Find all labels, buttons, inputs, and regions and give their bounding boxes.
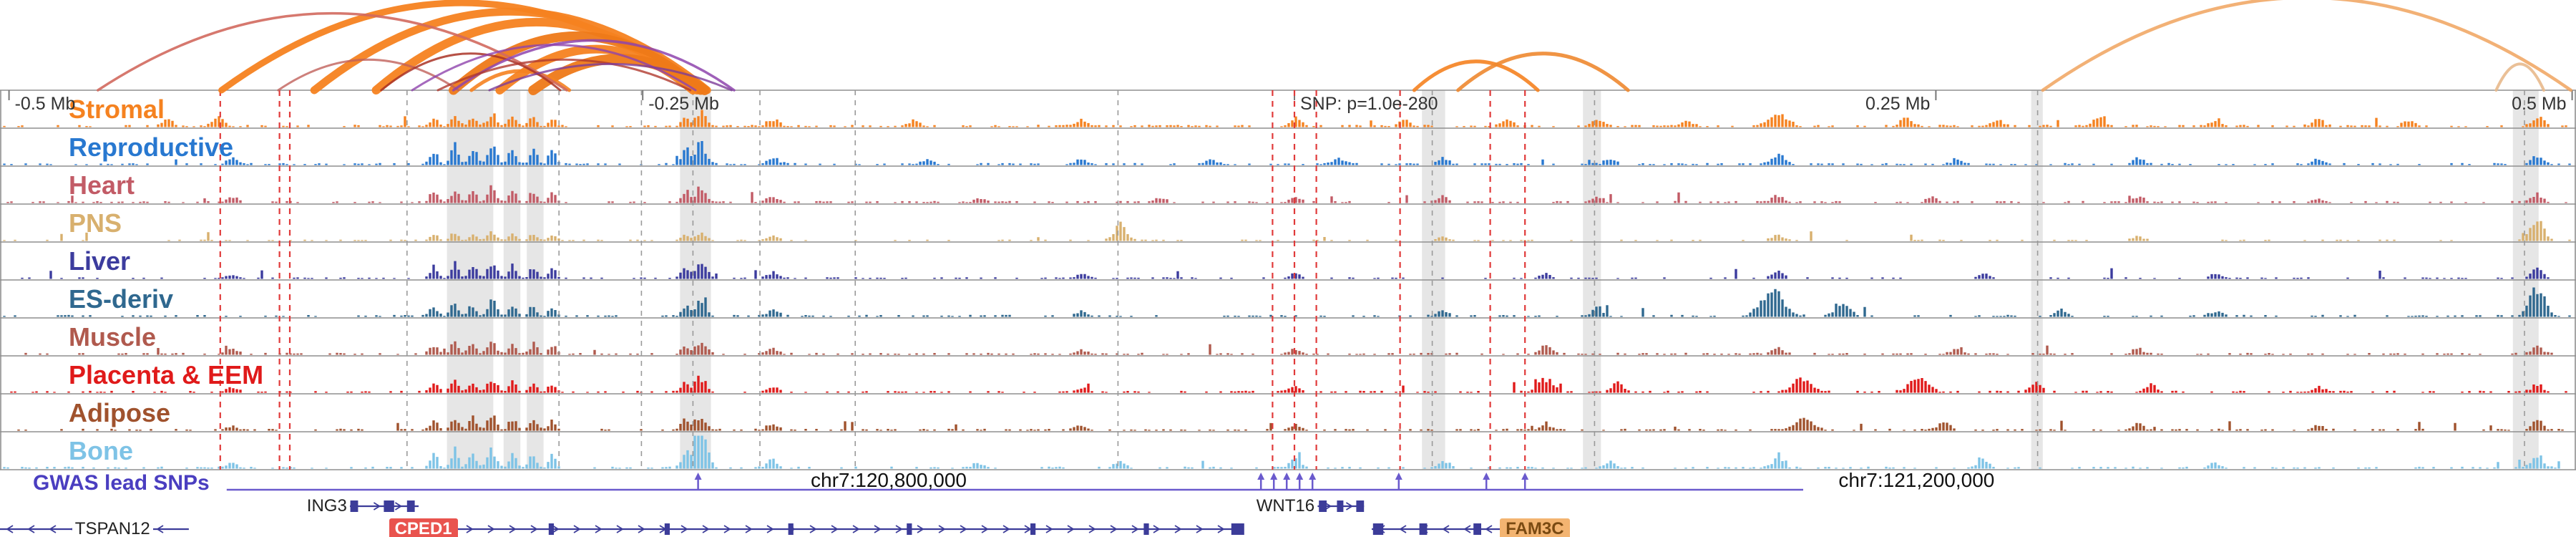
- interaction-arc: [452, 39, 736, 92]
- strand-arrow-icon: [1110, 525, 1118, 533]
- gwas-snp-arrowhead: [1270, 473, 1278, 480]
- gwas-snp-arrowhead: [1296, 473, 1304, 480]
- gene-exon-cped1: [1030, 523, 1036, 535]
- gene-exon-cped1: [664, 523, 670, 535]
- signal-track-adipose: [17, 415, 2564, 431]
- strand-arrow-icon: [552, 525, 560, 533]
- strand-arrow-icon: [1399, 525, 1407, 533]
- strand-arrow-icon: [1196, 525, 1204, 533]
- strand-arrow-icon: [49, 525, 57, 533]
- strand-arrow-icon: [1345, 502, 1354, 511]
- gwas-snp-arrowhead: [1257, 473, 1265, 480]
- strand-arrow-icon: [1174, 525, 1182, 533]
- strand-arrow-icon: [852, 525, 860, 533]
- strand-arrow-icon: [895, 525, 903, 533]
- strand-arrow-icon: [960, 525, 967, 533]
- interaction-arc: [97, 11, 568, 92]
- strand-arrow-icon: [156, 525, 164, 533]
- strand-arrow-icon: [981, 525, 989, 533]
- gene-exon-ing3: [350, 500, 358, 512]
- strand-arrow-icon: [394, 502, 403, 511]
- gwas-snp-arrowhead: [1483, 473, 1491, 480]
- strand-arrow-icon: [616, 525, 624, 533]
- gwas-snp-arrowhead: [694, 473, 702, 480]
- strand-arrow-icon: [27, 525, 35, 533]
- interaction-arc: [528, 54, 710, 95]
- gene-exon-ing3: [384, 500, 394, 512]
- strand-arrow-icon: [831, 525, 839, 533]
- interaction-arc: [1412, 59, 1540, 92]
- strand-arrow-icon: [466, 525, 474, 533]
- gene-exon-cped1: [439, 523, 449, 535]
- strand-arrow-icon: [1442, 525, 1450, 533]
- gene-exon-fam3c: [1372, 523, 1384, 535]
- strand-arrow-icon: [917, 525, 924, 533]
- strand-arrow-icon: [1324, 502, 1332, 511]
- strand-arrow-icon: [1153, 525, 1161, 533]
- strand-arrow-icon: [1045, 525, 1053, 533]
- interaction-arc: [469, 69, 572, 92]
- gene-exon-wnt16: [1356, 500, 1365, 512]
- gene-exon-cped1: [788, 523, 794, 535]
- strand-arrow-icon: [766, 525, 774, 533]
- strand-arrow-icon: [702, 525, 710, 533]
- strand-arrow-icon: [723, 525, 731, 533]
- signal-track-es-deriv: [3, 287, 2571, 317]
- signal-track-pns: [3, 221, 2571, 241]
- signal-track-reproductive: [3, 141, 2571, 165]
- signal-track-placenta-eem: [10, 375, 2567, 393]
- strand-arrow-icon: [745, 525, 753, 533]
- gene-exon-cped1: [907, 523, 912, 535]
- interaction-arc: [436, 58, 692, 92]
- gwas-snp-arrowhead: [1309, 473, 1317, 480]
- signal-track-bone: [3, 435, 2560, 469]
- interaction-arc: [277, 58, 460, 92]
- signal-track-stromal: [3, 110, 2567, 127]
- signal-track-heart: [6, 185, 2567, 203]
- strand-arrow-icon: [638, 525, 645, 533]
- strand-arrow-icon: [1002, 525, 1010, 533]
- strand-arrow-icon: [1463, 525, 1471, 533]
- strand-arrow-icon: [595, 525, 602, 533]
- gene-exon-cped1: [1231, 523, 1244, 535]
- gene-exon-fam3c: [1473, 523, 1481, 535]
- strand-arrow-icon: [509, 525, 517, 533]
- gene-exon-ing3: [406, 500, 415, 512]
- strand-arrow-icon: [6, 525, 14, 533]
- strand-arrow-icon: [1088, 525, 1096, 533]
- strand-arrow-icon: [1485, 525, 1493, 533]
- interaction-arc: [2041, 0, 2573, 92]
- gene-exon-wnt16: [1319, 500, 1327, 512]
- strand-arrow-icon: [680, 525, 688, 533]
- strand-arrow-icon: [1217, 525, 1225, 533]
- gene-exon-wnt16: [1337, 500, 1344, 512]
- gene-exon-cped1: [548, 523, 554, 535]
- gwas-snp-arrowhead: [1521, 473, 1529, 480]
- signal-track-liver: [21, 261, 2550, 279]
- strand-arrow-icon: [1131, 525, 1139, 533]
- strand-arrow-icon: [373, 502, 381, 511]
- strand-arrow-icon: [1067, 525, 1075, 533]
- signal-track-muscle: [24, 341, 2553, 355]
- interaction-arc: [488, 63, 733, 92]
- strand-arrow-icon: [809, 525, 817, 533]
- strand-arrow-icon: [938, 525, 946, 533]
- gene-exon-tspan12: [92, 523, 103, 535]
- gene-exon-fam3c: [1419, 523, 1428, 535]
- interaction-arc: [2494, 62, 2545, 92]
- strand-arrow-icon: [530, 525, 538, 533]
- gwas-snp-arrowhead: [1395, 473, 1402, 480]
- gwas-snp-arrowhead: [1283, 473, 1291, 480]
- interaction-arc: [1456, 52, 1630, 92]
- gene-exon-cped1: [1143, 523, 1149, 535]
- strand-arrow-icon: [874, 525, 882, 533]
- strand-arrow-icon: [573, 525, 581, 533]
- strand-arrow-icon: [487, 525, 495, 533]
